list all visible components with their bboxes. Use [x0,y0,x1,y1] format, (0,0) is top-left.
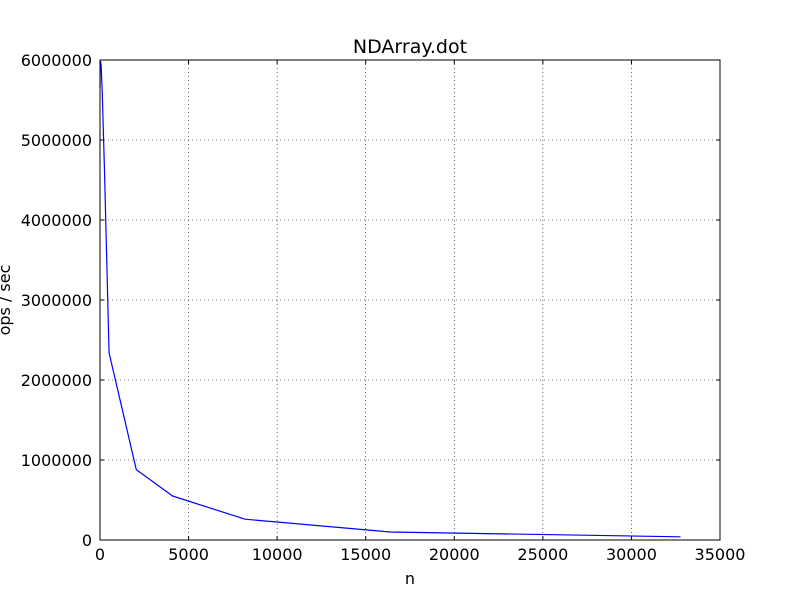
y-tick-label: 3000000 [21,291,92,310]
x-tick-label: 15000 [340,545,391,564]
x-tick-label: 0 [95,545,105,564]
x-tick-label: 20000 [429,545,480,564]
y-tick-label: 0 [82,531,92,550]
y-axis-label: ops / sec [0,265,14,336]
series-layer [99,60,681,538]
y-tick-label: 2000000 [21,371,92,390]
plot-frame [99,59,721,541]
grid-lines [99,59,721,541]
x-axis-label: n [405,569,415,588]
y-tick-label: 1000000 [21,451,92,470]
chart-title: NDArray.dot [353,36,467,58]
x-tick-label: 30000 [606,545,657,564]
y-tick-labels: 0 1000000 2000000 3000000 4000000 5000000 6000… [21,51,92,550]
x-tick-label: 25000 [517,545,568,564]
y-tick-label: 6000000 [21,51,92,70]
series-line [99,60,681,538]
x-tick-labels: 0 5000 10000 15000 20000 25000 30000 35000 [95,545,746,564]
y-tick-label: 5000000 [21,131,92,150]
x-tick-label: 35000 [695,545,746,564]
x-tick-label: 10000 [252,545,303,564]
y-tick-label: 4000000 [21,211,92,230]
x-tick-label: 5000 [168,545,209,564]
